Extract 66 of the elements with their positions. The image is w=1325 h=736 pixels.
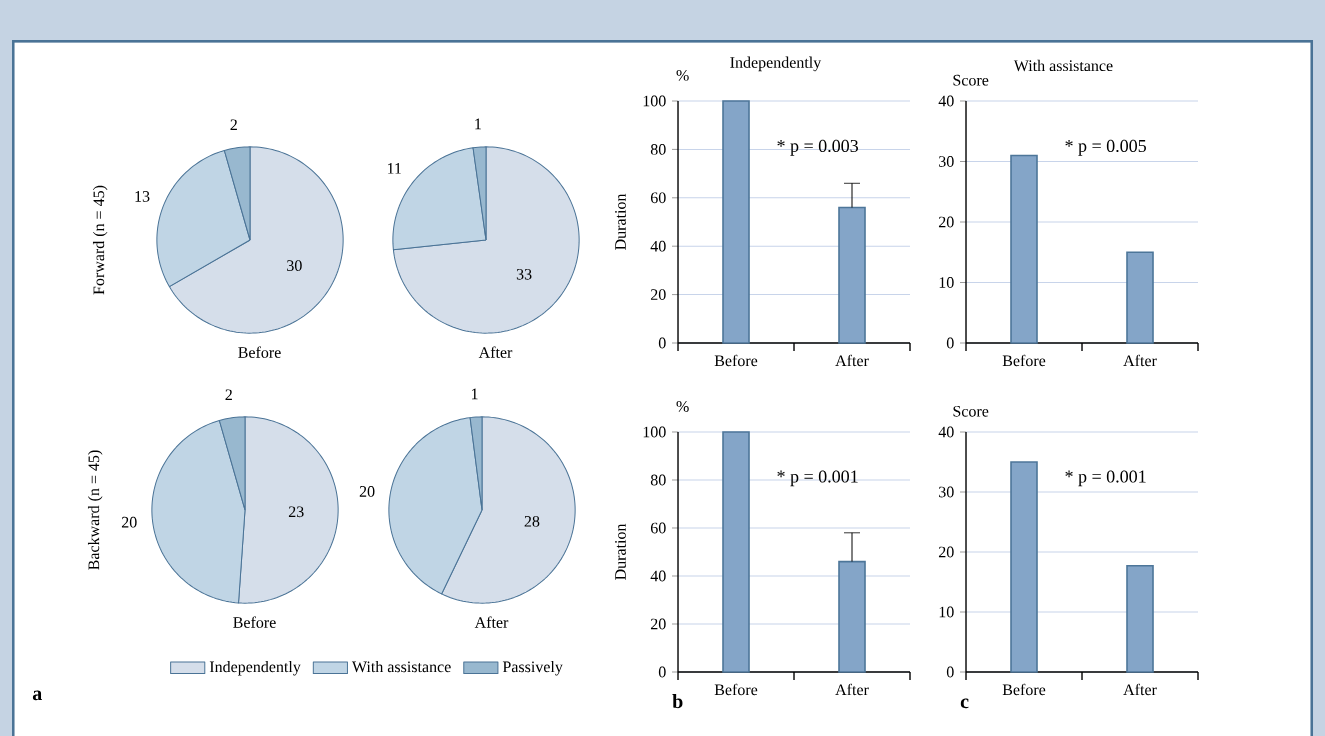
- data-label: 1: [471, 388, 478, 400]
- y-tick-label: 0: [658, 337, 666, 349]
- data-label: 2: [225, 389, 232, 400]
- text: c: [960, 698, 969, 709]
- data-label: 30: [287, 260, 302, 272]
- x-tick-label: After: [1123, 683, 1157, 696]
- x-tick-label: Before: [714, 683, 758, 696]
- data-label: 23: [288, 506, 304, 518]
- y-tick-label: 0: [946, 666, 954, 678]
- text: After: [474, 616, 509, 628]
- y-tick-label: 10: [939, 606, 954, 618]
- y-tick-label: 0: [946, 337, 954, 349]
- text: Before: [238, 346, 281, 358]
- text: b: [672, 694, 683, 709]
- x-tick-label: After: [835, 683, 869, 696]
- y-axis-title: Duration: [615, 193, 626, 250]
- y-tick-label: 0: [658, 666, 666, 678]
- data-label: 20: [359, 486, 375, 497]
- text: After: [478, 346, 513, 358]
- y-tick-label: 40: [938, 95, 954, 107]
- x-tick-label: After: [1123, 354, 1157, 367]
- y-tick-label: 20: [650, 289, 666, 300]
- y-tick-label: 100: [643, 426, 666, 438]
- legend-label: Passively: [502, 660, 563, 676]
- data-label: 13: [135, 191, 150, 202]
- annotation: * p = 0.003: [777, 139, 858, 156]
- y-tick-label: 40: [650, 570, 666, 582]
- y-axis-title: Score: [953, 405, 989, 417]
- text: Before: [233, 616, 276, 628]
- annotation: * p = 0.001: [777, 470, 858, 487]
- y-axis-title: Score: [953, 74, 989, 86]
- chart-title: Independently: [730, 56, 822, 72]
- y-tick-label: 60: [650, 522, 666, 534]
- y-tick-label: 100: [643, 95, 666, 107]
- y-tick-label: 80: [650, 144, 666, 155]
- legend-label: With assistance: [351, 660, 451, 673]
- chart-title: With assistance: [1013, 59, 1113, 72]
- x-tick-label: Before: [1002, 354, 1046, 367]
- y-tick-label: 20: [650, 618, 666, 630]
- x-tick-label: After: [835, 354, 869, 367]
- legend-label: Independently: [209, 660, 301, 676]
- y-tick-label: 20: [938, 546, 954, 558]
- data-label: 1: [475, 118, 481, 130]
- y-tick-label: 40: [650, 240, 666, 252]
- annotation: * p = 0.001: [1065, 470, 1146, 487]
- data-label: 11: [387, 163, 401, 174]
- data-label: 33: [516, 268, 532, 280]
- text: %: [676, 69, 689, 81]
- x-tick-label: Before: [1002, 683, 1046, 696]
- data-label: 28: [524, 515, 540, 527]
- text: Forward (n = 45): [92, 185, 108, 295]
- y-tick-label: 60: [650, 192, 666, 204]
- y-tick-label: 30: [939, 156, 954, 167]
- text: Backward (n = 45): [87, 450, 103, 570]
- data-label: 2: [230, 119, 237, 130]
- y-axis-title: Duration: [615, 523, 626, 580]
- annotation: * p = 0.005: [1065, 139, 1146, 156]
- text: a: [32, 690, 42, 701]
- y-tick-label: 20: [938, 216, 954, 228]
- data-label: 20: [121, 516, 137, 528]
- y-tick-label: 80: [650, 474, 666, 486]
- x-tick-label: Before: [714, 354, 758, 367]
- y-tick-label: 40: [938, 426, 954, 438]
- y-tick-label: 10: [939, 277, 954, 288]
- text: %: [676, 401, 689, 412]
- y-tick-label: 30: [939, 486, 954, 498]
